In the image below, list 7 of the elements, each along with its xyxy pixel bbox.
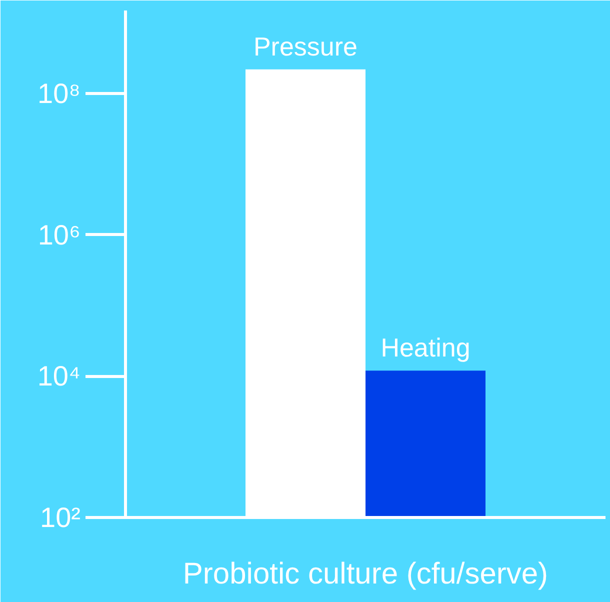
x-tick-label: Pressure bbox=[253, 31, 358, 62]
y-tick-label: 10⁶ bbox=[38, 219, 80, 250]
y-tick-label: 10⁴ bbox=[37, 360, 81, 392]
y-tick-label: 10⁸ bbox=[38, 78, 81, 110]
x-axis-title: Probiotic culture (cfu/serve) bbox=[182, 558, 548, 590]
y-tick-label: 10² bbox=[40, 502, 80, 533]
x-tick-label: Heating bbox=[380, 332, 470, 363]
